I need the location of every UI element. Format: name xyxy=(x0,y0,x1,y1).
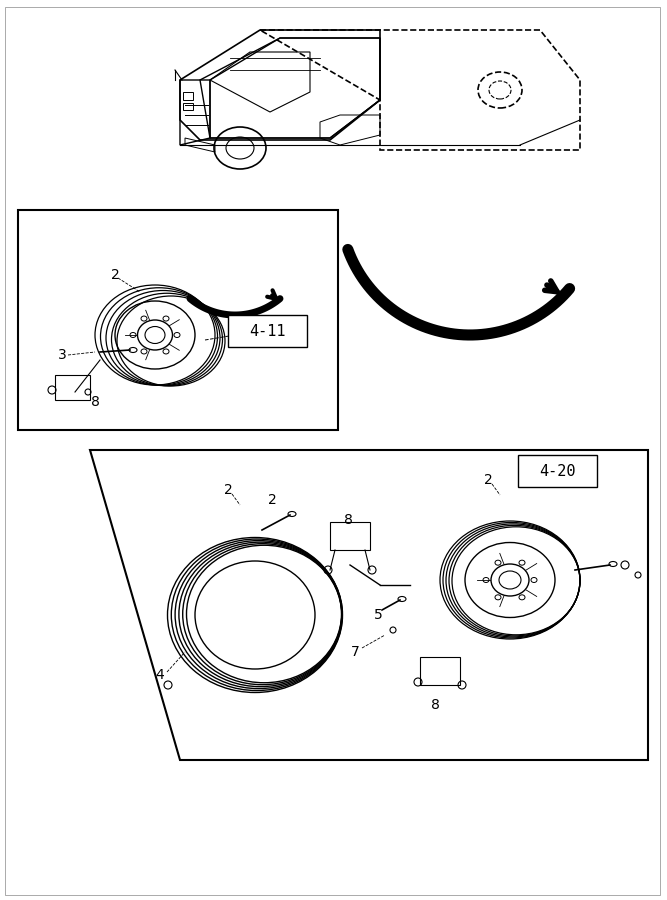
Text: 4: 4 xyxy=(155,668,164,682)
Text: 4-20: 4-20 xyxy=(539,464,575,479)
Text: 8: 8 xyxy=(91,395,99,409)
Bar xyxy=(183,103,193,110)
Bar xyxy=(330,522,370,550)
Text: 2: 2 xyxy=(484,473,492,487)
Bar xyxy=(18,210,338,430)
Text: 5: 5 xyxy=(374,608,382,622)
FancyBboxPatch shape xyxy=(518,455,597,487)
Text: 2: 2 xyxy=(111,268,119,282)
Text: 8: 8 xyxy=(431,698,440,712)
Bar xyxy=(183,92,193,100)
Text: 7: 7 xyxy=(351,645,360,659)
Text: 2: 2 xyxy=(267,493,276,507)
Text: 3: 3 xyxy=(57,348,67,362)
Text: 8: 8 xyxy=(344,513,352,527)
Bar xyxy=(420,657,460,685)
Text: 4-11: 4-11 xyxy=(249,323,285,338)
Bar xyxy=(55,375,90,400)
Text: 2: 2 xyxy=(223,483,232,497)
FancyBboxPatch shape xyxy=(228,315,307,347)
